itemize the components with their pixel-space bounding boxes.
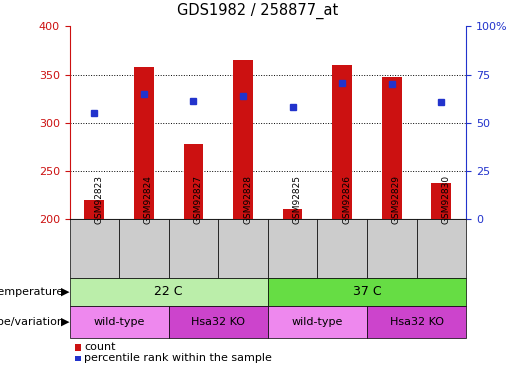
Bar xyxy=(70,278,268,306)
Bar xyxy=(70,219,119,278)
Bar xyxy=(382,77,402,219)
Text: GSM92825: GSM92825 xyxy=(293,175,302,224)
Text: percentile rank within the sample: percentile rank within the sample xyxy=(84,353,272,363)
Text: GSM92827: GSM92827 xyxy=(194,175,202,224)
Bar xyxy=(268,219,317,278)
Text: GSM92829: GSM92829 xyxy=(392,175,401,224)
Bar xyxy=(367,306,466,338)
Text: wild-type: wild-type xyxy=(291,316,343,327)
Bar xyxy=(283,209,302,219)
Bar xyxy=(268,306,367,338)
Text: Hsa32 KO: Hsa32 KO xyxy=(389,316,443,327)
Bar xyxy=(134,67,154,219)
Text: GSM92826: GSM92826 xyxy=(342,175,351,224)
Bar xyxy=(218,219,268,278)
Text: temperature: temperature xyxy=(0,286,64,297)
Text: 22 C: 22 C xyxy=(154,285,183,298)
Bar xyxy=(119,219,168,278)
Bar xyxy=(168,306,268,338)
Text: GSM92824: GSM92824 xyxy=(144,175,153,224)
Text: GSM92830: GSM92830 xyxy=(441,175,450,224)
Bar xyxy=(233,60,253,219)
Bar xyxy=(367,219,417,278)
Text: wild-type: wild-type xyxy=(93,316,145,327)
Bar xyxy=(268,278,466,306)
Text: Hsa32 KO: Hsa32 KO xyxy=(191,316,245,327)
Bar xyxy=(70,306,168,338)
Bar xyxy=(332,65,352,219)
Text: ▶: ▶ xyxy=(60,286,69,297)
Bar xyxy=(317,219,367,278)
Bar xyxy=(432,183,451,219)
Text: count: count xyxy=(84,342,115,352)
Text: 37 C: 37 C xyxy=(353,285,381,298)
Bar xyxy=(183,144,203,219)
Text: ▶: ▶ xyxy=(60,316,69,327)
Text: GDS1982 / 258877_at: GDS1982 / 258877_at xyxy=(177,3,338,19)
Text: genotype/variation: genotype/variation xyxy=(0,316,64,327)
Bar xyxy=(417,219,466,278)
Text: GSM92823: GSM92823 xyxy=(94,175,104,224)
Bar xyxy=(168,219,218,278)
Text: GSM92828: GSM92828 xyxy=(243,175,252,224)
Bar xyxy=(84,200,104,219)
